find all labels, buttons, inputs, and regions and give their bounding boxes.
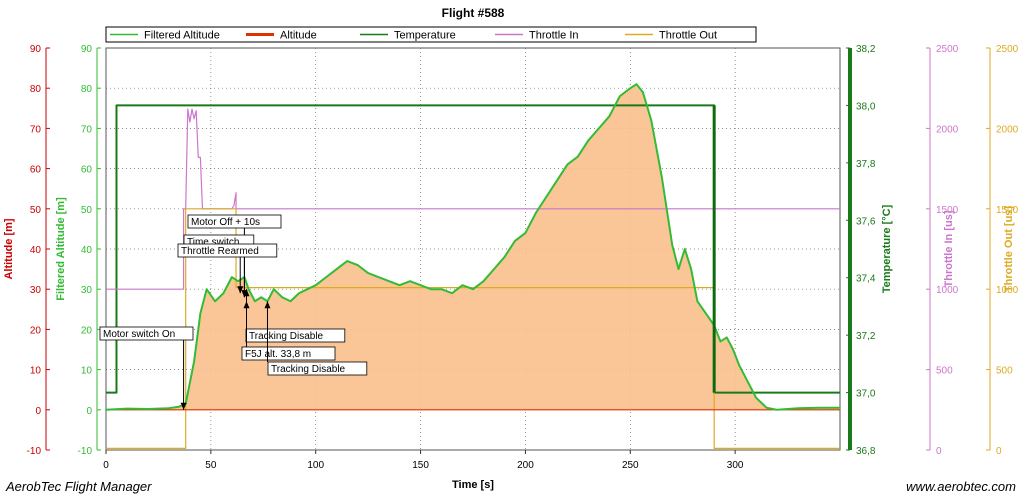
legend-label-0: Filtered Altitude (144, 30, 220, 42)
legend-label-1: Altitude (280, 30, 317, 42)
y-axis-label-2: Temperature [°C] (881, 204, 893, 293)
y-tick-label-0: 80 (30, 84, 42, 95)
y-axis-label-4: Throttle Out [us] (1003, 206, 1015, 292)
annotation-box-4 (245, 328, 346, 343)
y-tick-label-1: 0 (86, 406, 92, 417)
y-tick-label-0: 90 (30, 44, 42, 55)
x-tick-label: 250 (622, 460, 639, 471)
y-tick-label-1: 30 (81, 285, 93, 296)
y-tick-label-2: 37,0 (856, 389, 876, 400)
x-tick-label: 200 (517, 460, 534, 471)
annotation-box-0 (99, 326, 194, 341)
x-axis-label: Time [s] (452, 479, 494, 491)
y-tick-label-0: 50 (30, 205, 42, 216)
y-tick-label-2: 38,2 (856, 44, 876, 55)
y-axis-label-0: Altitude [m] (3, 218, 15, 279)
annotation-label-0: Motor switch On (103, 329, 175, 340)
y-tick-label-2: 37,4 (856, 274, 876, 285)
y-tick-label-4: 1500 (996, 205, 1019, 216)
annotation-label-5: F5J alt. 33,8 m (245, 349, 311, 360)
x-tick-label: 300 (727, 460, 744, 471)
y-tick-label-0: 0 (35, 406, 41, 417)
y-tick-label-2: 37,8 (856, 159, 876, 170)
y-axis-label-3: Throttle In [us] (943, 210, 955, 287)
y-tick-label-1: 90 (81, 44, 93, 55)
y-tick-label-1: 20 (81, 325, 93, 336)
y-tick-label-4: 2000 (996, 124, 1019, 135)
y-tick-label-3: 500 (936, 366, 953, 377)
y-tick-label-0: 30 (30, 285, 42, 296)
annotation-label-4: Tracking Disable (249, 331, 324, 342)
y-tick-label-1: 50 (81, 205, 93, 216)
annotation-label-3: Throttle Rearmed (181, 246, 259, 257)
y-tick-label-1: 70 (81, 124, 93, 135)
legend-label-4: Throttle Out (659, 30, 717, 42)
annotation-arrow-3 (237, 286, 244, 294)
y-tick-label-0: 10 (30, 366, 42, 377)
annotation-box-6 (267, 361, 368, 376)
x-tick-label: 50 (205, 460, 217, 471)
annotation-box-3 (177, 243, 278, 258)
y-tick-label-4: 2500 (996, 44, 1019, 55)
filtered-altitude-area (106, 84, 840, 410)
y-tick-label-3: 2000 (936, 124, 959, 135)
y-tick-label-0: 40 (30, 245, 42, 256)
y-tick-label-3: 1500 (936, 205, 959, 216)
annotation-box-1 (187, 214, 282, 229)
x-tick-label: 100 (307, 460, 324, 471)
y-tick-label-1: 60 (81, 165, 93, 176)
y-tick-label-1: 40 (81, 245, 93, 256)
y-tick-label-3: 2500 (936, 44, 959, 55)
y-tick-label-4: 0 (996, 446, 1002, 457)
y-tick-label-2: 38,0 (856, 101, 876, 112)
annotation-box-5 (241, 346, 336, 361)
y-tick-label-3: 0 (936, 446, 942, 457)
legend-label-2: Temperature (394, 30, 456, 42)
y-tick-label-2: 36,8 (856, 446, 876, 457)
y-tick-label-0: 70 (30, 124, 42, 135)
y-tick-label-0: 60 (30, 165, 42, 176)
annotation-label-2: Time switch (187, 237, 239, 248)
y-tick-label-2: 37,2 (856, 331, 876, 342)
annotation-arrow-5 (243, 289, 250, 297)
chart-title: Flight #588 (442, 6, 505, 20)
series-line-throttle-in (106, 108, 840, 290)
legend-box (105, 26, 757, 43)
annotation-label-1: Motor Off + 10s (191, 217, 260, 228)
y-tick-label-4: 1000 (996, 285, 1019, 296)
y-tick-label-0: -10 (27, 446, 42, 457)
footer-app-name: AerobTec Flight Manager (6, 479, 152, 494)
y-tick-label-1: 80 (81, 84, 93, 95)
y-tick-label-1: 10 (81, 366, 93, 377)
series-line-filtered-altitude (105, 83, 840, 411)
y-axis-label-1: Filtered Altitude [m] (55, 197, 67, 301)
series-line-temperature (106, 104, 840, 394)
annotation-arrow-6 (264, 301, 271, 309)
y-tick-label-2: 37,6 (856, 216, 876, 227)
legend-label-3: Throttle In (529, 30, 579, 42)
annotation-label-6: Tracking Disable (271, 364, 346, 375)
annotation-arrow-0 (180, 402, 187, 410)
x-tick-label: 150 (412, 460, 429, 471)
y-tick-label-4: 500 (996, 366, 1013, 377)
y-tick-label-1: -10 (78, 446, 93, 457)
footer-website: www.aerobtec.com (906, 479, 1016, 494)
y-tick-label-3: 1000 (936, 285, 959, 296)
y-tick-label-0: 20 (30, 325, 42, 336)
x-tick-label: 0 (103, 460, 109, 471)
